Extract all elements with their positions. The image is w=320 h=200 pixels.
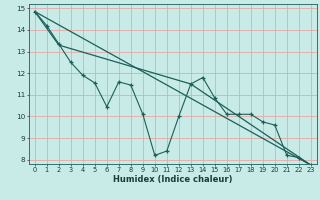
X-axis label: Humidex (Indice chaleur): Humidex (Indice chaleur) bbox=[113, 175, 233, 184]
